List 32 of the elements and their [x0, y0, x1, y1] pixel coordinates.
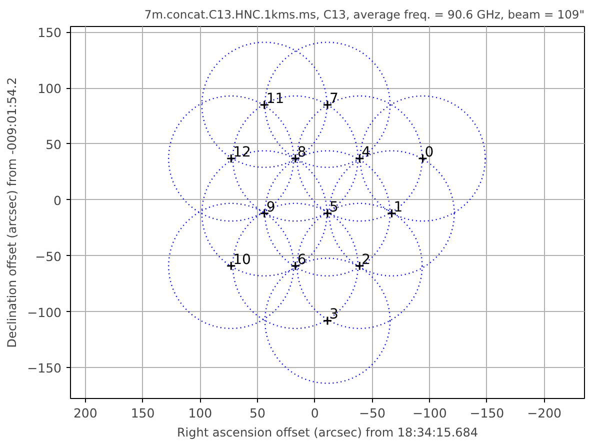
x-axis-title: Right ascension offset (arcsec) from 18:34:15.684: [176, 426, 478, 440]
annotation: 8: [297, 144, 306, 161]
y-tick-label: −50: [35, 248, 62, 264]
annotation: 2: [362, 252, 371, 268]
x-tick-label: 50: [250, 406, 266, 420]
annotation: 11: [266, 90, 284, 107]
y-tick-label: 100: [38, 81, 62, 96]
annotation: 5: [330, 199, 338, 216]
x-tick-label: 100: [188, 406, 212, 420]
x-tick-label: −200: [527, 406, 562, 420]
x-tick-label: −150: [470, 406, 504, 420]
y-tick-label: 0: [54, 192, 62, 208]
x-tick-label: 150: [130, 406, 155, 420]
y-tick-label: −150: [27, 360, 62, 376]
annotation: 4: [362, 144, 371, 161]
y-tick-label: 150: [38, 25, 62, 40]
annotation: 1: [394, 199, 403, 216]
annotation: 3: [330, 306, 338, 323]
x-tick-label: −100: [412, 406, 447, 420]
annotation: 0: [424, 144, 434, 161]
y-tick-label: −100: [27, 304, 62, 320]
y-axis-title: Declination offset (arcsec) from -009:01:54.2: [5, 77, 20, 348]
y-tick-label: 50: [46, 136, 62, 152]
x-tick-label: 0: [310, 406, 319, 420]
annotation: 7: [330, 90, 338, 107]
annotation: 9: [266, 199, 276, 216]
chart-title: 7m.concat.C13.HNC.1kms.ms, C13, average freq. = 90.6 GHz, beam = 109": [144, 8, 585, 22]
x-tick-label: 200: [73, 406, 98, 420]
annotation: 10: [233, 252, 251, 268]
annotation: 12: [233, 144, 251, 161]
annotation: 6: [297, 252, 306, 268]
x-tick-label: −50: [359, 406, 386, 420]
